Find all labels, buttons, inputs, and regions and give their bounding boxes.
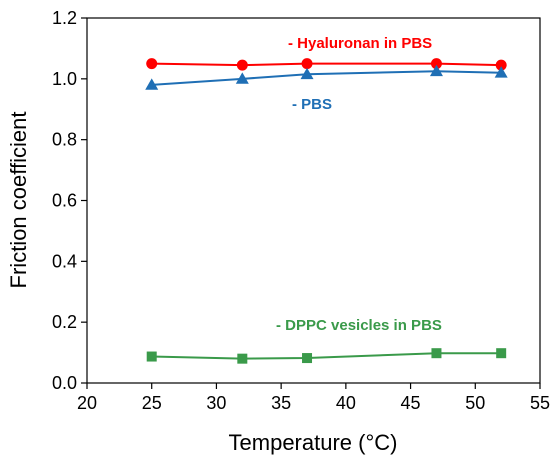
data-point-hyaluronan-in-pbs bbox=[430, 58, 442, 70]
data-point-hyaluronan-in-pbs bbox=[146, 58, 158, 70]
series-layer bbox=[145, 58, 508, 364]
y-tick-label: 0.8 bbox=[52, 130, 77, 150]
series-annotation-pbs: - PBS bbox=[292, 96, 332, 113]
x-tick-label: 30 bbox=[206, 393, 226, 413]
data-point-pbs bbox=[145, 78, 159, 90]
y-tick-label: 0.6 bbox=[52, 191, 77, 211]
x-axis: 20 25 30 35 40 45 50 55 bbox=[77, 383, 550, 413]
y-tick-label: 0.4 bbox=[52, 251, 77, 271]
x-tick-label: 50 bbox=[465, 393, 485, 413]
data-point-hyaluronan-in-pbs bbox=[236, 59, 248, 71]
data-point-pbs bbox=[494, 66, 508, 78]
x-tick-label: 55 bbox=[530, 393, 550, 413]
plot-area bbox=[86, 17, 541, 384]
data-point-dppc-vesicles-in-pbs bbox=[431, 348, 442, 359]
y-axis: 0.0 0.2 0.4 0.6 0.8 1.0 1.2 bbox=[52, 8, 87, 393]
x-tick-label: 45 bbox=[401, 393, 421, 413]
x-tick-label: 20 bbox=[77, 393, 97, 413]
annotations: - Hyaluronan in PBS - PBS - DPPC vesicles … bbox=[276, 35, 442, 334]
y-tick-label: 0.0 bbox=[52, 373, 77, 393]
x-tick-label: 25 bbox=[142, 393, 162, 413]
y-axis-title: Friction coefficient bbox=[6, 112, 31, 289]
data-point-dppc-vesicles-in-pbs bbox=[146, 351, 157, 362]
y-tick-label: 0.2 bbox=[52, 312, 77, 332]
x-tick-label: 35 bbox=[271, 393, 291, 413]
data-point-pbs bbox=[300, 67, 314, 80]
data-point-pbs bbox=[235, 72, 249, 84]
series-annotation-hyaluronan-in-pbs: - Hyaluronan in PBS bbox=[288, 35, 432, 52]
data-point-dppc-vesicles-in-pbs bbox=[237, 353, 248, 364]
series-annotation-dppc-vesicles-in-pbs: - DPPC vesicles in PBS bbox=[276, 317, 442, 334]
data-point-dppc-vesicles-in-pbs bbox=[496, 348, 507, 359]
y-tick-label: 1.0 bbox=[52, 69, 77, 89]
x-axis-title: Temperature (°C) bbox=[229, 430, 398, 455]
y-tick-label: 1.2 bbox=[52, 8, 77, 28]
data-point-hyaluronan-in-pbs bbox=[301, 58, 313, 70]
data-point-dppc-vesicles-in-pbs bbox=[302, 353, 313, 364]
data-point-hyaluronan-in-pbs bbox=[495, 59, 507, 71]
data-point-pbs bbox=[429, 64, 443, 77]
x-tick-label: 40 bbox=[336, 393, 356, 413]
